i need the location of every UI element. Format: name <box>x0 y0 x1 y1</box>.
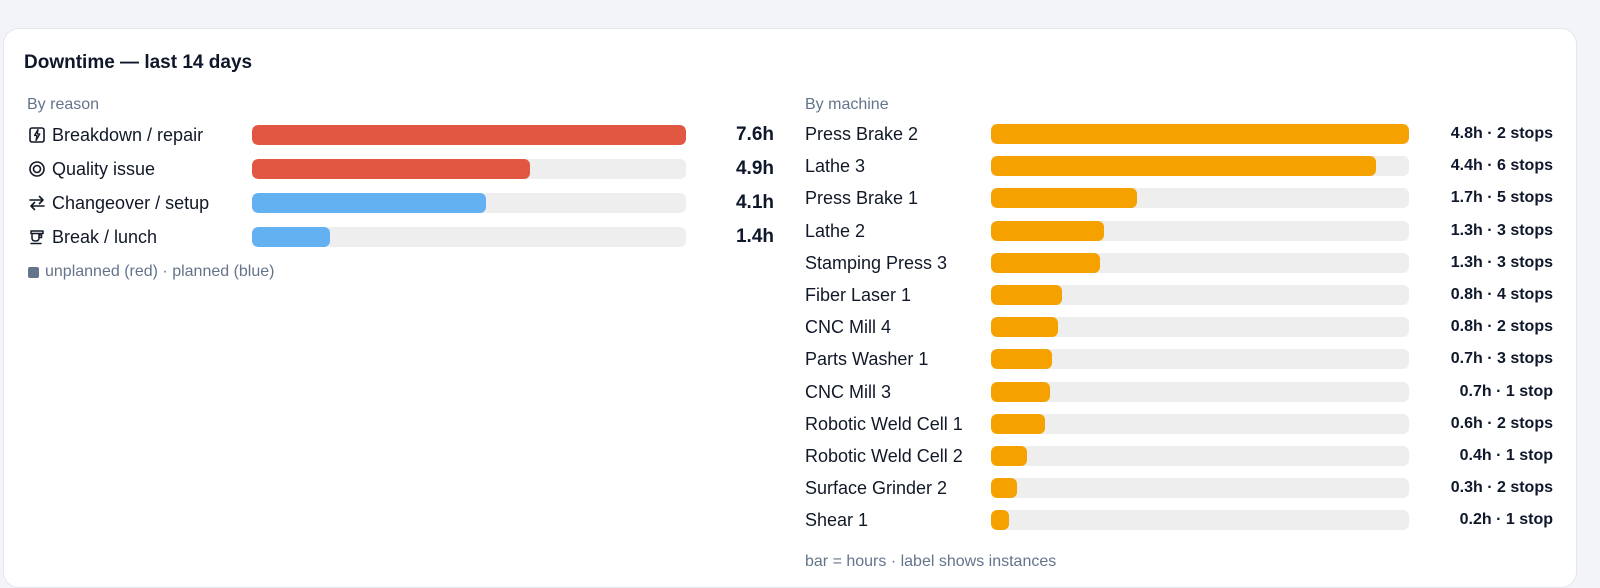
machine-row-press-brake-1: Press Brake 1 1.7h · 5 stops <box>805 185 1553 211</box>
reason-bar-fill <box>252 193 487 213</box>
machine-row-robotic-weld-cell-1: Robotic Weld Cell 1 0.6h · 2 stops <box>805 411 1553 437</box>
machine-label: CNC Mill 4 <box>805 317 892 338</box>
by-machine-label: By machine <box>805 96 889 113</box>
machine-row-stamping-press-3: Stamping Press 3 1.3h · 3 stops <box>805 250 1553 276</box>
machine-label: Robotic Weld Cell 2 <box>805 446 963 466</box>
machine-bar-track <box>991 349 1409 370</box>
machine-label: Lathe 3 <box>805 156 866 177</box>
machine-value: 4.4h · 6 stops <box>1450 157 1553 175</box>
machine-row-fiber-laser-1: Fiber Laser 1 0.8h · 4 stops <box>805 282 1553 308</box>
machine-row-robotic-weld-cell-2: Robotic Weld Cell 2 0.4h · 1 stop <box>805 443 1553 469</box>
machine-value: 0.8h · 2 stops <box>1450 318 1553 336</box>
machine-label: Parts Washer 1 <box>805 349 929 370</box>
machine-bar-track <box>991 317 1409 338</box>
machine-bar-track <box>991 381 1409 402</box>
cup-icon <box>26 226 48 248</box>
machine-bar-fill <box>991 349 1052 370</box>
machine-value: 0.8h · 4 stops <box>1450 286 1553 303</box>
reason-row-changeover-setup: Changeover / setup 4.1h <box>26 188 774 218</box>
reason-bar-track <box>252 193 686 213</box>
machine-bar-track <box>991 446 1409 466</box>
machine-row-parts-washer-1: Parts Washer 1 0.7h · 3 stops <box>805 346 1553 372</box>
swap-arrows-icon <box>26 192 48 214</box>
target-icon <box>26 158 48 180</box>
machine-bar-fill <box>991 188 1138 209</box>
machine-row-surface-grinder-2: Surface Grinder 2 0.3h · 2 stops <box>805 475 1553 501</box>
reason-label: Breakdown / repair <box>52 125 204 145</box>
machine-bar-fill <box>991 446 1028 466</box>
machine-value: 0.2h · 1 stop <box>1459 511 1553 529</box>
machine-label: Surface Grinder 2 <box>805 478 948 499</box>
machine-row-press-brake-2: Press Brake 2 4.8h · 2 stops <box>805 121 1553 147</box>
legend-text: unplanned (red) · planned (blue) <box>45 263 275 280</box>
reason-value: 4.1h <box>735 192 774 213</box>
machine-value: 1.7h · 5 stops <box>1450 189 1553 207</box>
machine-row-cnc-mill-4: CNC Mill 4 0.8h · 2 stops <box>805 314 1553 340</box>
machine-bar-fill <box>991 124 1409 144</box>
machine-bar-fill <box>991 381 1050 402</box>
reason-value: 1.4h <box>735 226 774 247</box>
machine-bar-track <box>991 285 1409 305</box>
downtime-card <box>3 28 1577 588</box>
reason-row-breakdown-repair: Breakdown / repair 7.6h <box>26 120 774 150</box>
machine-label: Press Brake 1 <box>805 188 919 209</box>
machine-row-lathe-2: Lathe 2 1.3h · 3 stops <box>805 218 1553 244</box>
reason-row-break-lunch: Break / lunch 1.4h <box>26 222 774 252</box>
machine-bar-fill <box>991 220 1104 241</box>
machine-row-cnc-mill-3: CNC Mill 3 0.7h · 1 stop <box>805 379 1553 405</box>
machine-label: CNC Mill 3 <box>805 381 892 402</box>
machine-label: Robotic Weld Cell 1 <box>805 413 963 434</box>
reason-value: 4.9h <box>735 158 774 179</box>
machine-bar-track <box>991 252 1409 273</box>
reason-label: Changeover / setup <box>52 193 210 213</box>
machine-label: Lathe 2 <box>805 220 866 241</box>
machine-bar-track <box>991 413 1409 434</box>
reason-row-quality-issue: Quality issue 4.9h <box>26 154 774 184</box>
machine-bar-fill <box>991 317 1058 338</box>
machine-bar-fill <box>991 510 1009 531</box>
machine-bar-fill <box>991 252 1100 273</box>
machine-value: 1.3h · 3 stops <box>1450 221 1553 239</box>
machine-bar-track <box>991 510 1409 531</box>
reason-bar-fill <box>252 159 530 179</box>
machine-row-lathe-3: Lathe 3 4.4h · 6 stops <box>805 153 1553 179</box>
reason-label: Break / lunch <box>52 227 158 247</box>
reason-bar-track <box>252 159 686 179</box>
lightning-icon <box>26 124 48 146</box>
machine-bar-track <box>991 220 1409 241</box>
machine-value: 0.7h · 1 stop <box>1459 382 1553 400</box>
machine-bar-track <box>991 188 1409 209</box>
machine-row-shear-1: Shear 1 0.2h · 1 stop <box>805 507 1553 533</box>
machine-value: 4.8h · 2 stops <box>1450 125 1553 142</box>
machine-label: Shear 1 <box>805 510 869 531</box>
reason-bar-track <box>252 125 686 145</box>
reason-legend: unplanned (red) · planned (blue) <box>28 263 274 281</box>
machine-bar-fill <box>991 478 1018 499</box>
machine-value: 0.6h · 2 stops <box>1450 414 1553 432</box>
machine-value: 1.3h · 3 stops <box>1450 253 1553 271</box>
machine-bar-track <box>991 478 1409 499</box>
card-title: Downtime — last 14 days <box>24 52 253 73</box>
machine-footnote: bar = hours · label shows instances <box>805 553 1057 570</box>
machine-label: Stamping Press 3 <box>805 252 948 273</box>
reason-bar-fill <box>252 125 686 145</box>
machine-bar-fill <box>991 413 1046 434</box>
by-reason-label: By reason <box>27 96 100 113</box>
reason-value: 7.6h <box>735 124 774 145</box>
machine-value: 0.3h · 2 stops <box>1450 479 1553 497</box>
machine-label: Fiber Laser 1 <box>805 285 912 305</box>
machine-bar-track <box>991 124 1409 144</box>
reason-label: Quality issue <box>52 159 156 179</box>
machine-bar-track <box>991 156 1409 177</box>
reason-bar-track <box>252 227 686 247</box>
machine-bar-fill <box>991 156 1376 177</box>
machine-bar-fill <box>991 285 1063 305</box>
machine-value: 0.7h · 3 stops <box>1450 350 1553 368</box>
machine-value: 0.4h · 1 stop <box>1459 447 1553 464</box>
legend-swatch <box>28 266 39 278</box>
machine-label: Press Brake 2 <box>805 124 919 144</box>
reason-bar-fill <box>252 227 331 247</box>
